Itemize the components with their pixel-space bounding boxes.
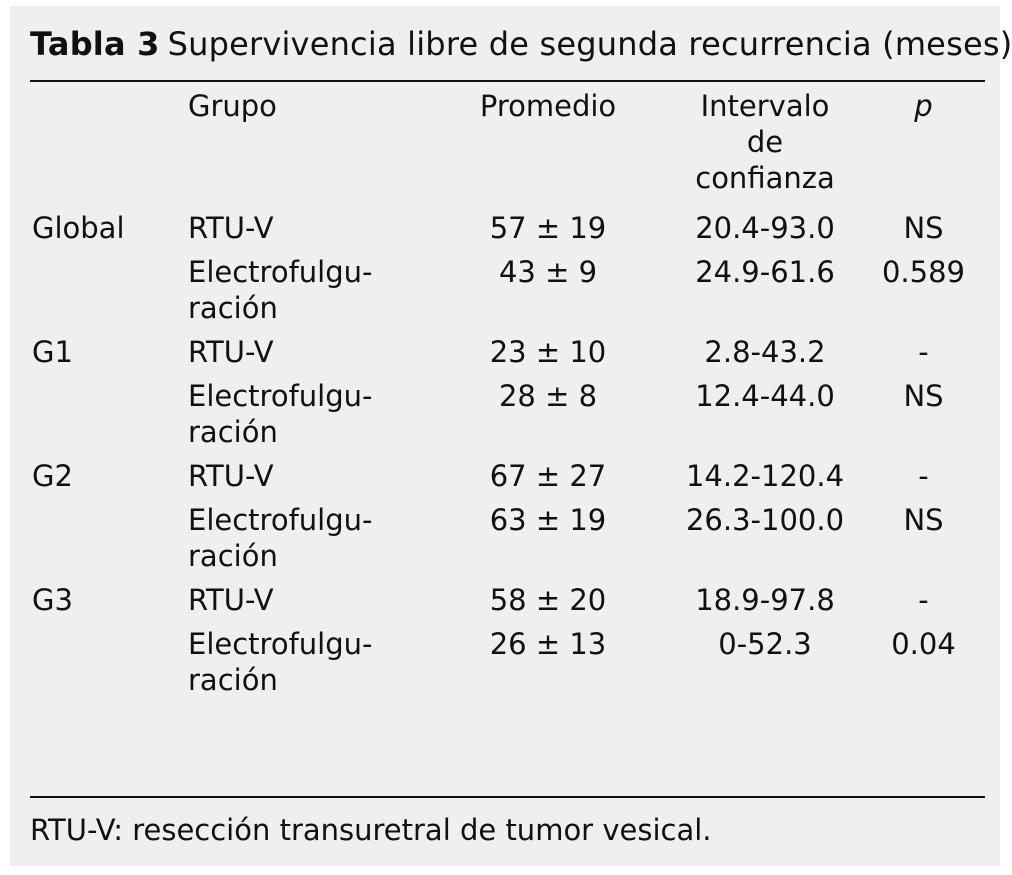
row-average: 67 ± 27 <box>489 459 607 493</box>
header-empty <box>30 86 188 210</box>
row-interval: 26.3-100.0 <box>685 503 845 537</box>
row-group-line1: Electrofulgu- <box>188 255 373 289</box>
row-global-label <box>30 254 188 334</box>
row-group: Electrofulgu-ración <box>188 626 428 706</box>
row-average: 43 ± 9 <box>498 255 598 289</box>
row-global-label: Global <box>32 211 125 245</box>
row-group: Electrofulgu-ración <box>188 378 428 458</box>
header-average: Promedio <box>479 89 617 123</box>
table-row: Electrofulgu-ración 28 ± 8 12.4-44.0 NS <box>30 378 985 458</box>
row-group: RTU-V <box>188 334 428 378</box>
row-interval: 24.9-61.6 <box>695 255 835 289</box>
row-global-label: G1 <box>32 335 73 369</box>
row-interval: 0-52.3 <box>718 627 812 661</box>
row-group-line1: RTU-V <box>188 335 274 369</box>
row-interval: 14.2-120.4 <box>685 459 845 493</box>
row-group-line2: ración <box>188 415 278 449</box>
row-interval: 12.4-44.0 <box>695 379 835 413</box>
row-average: 28 ± 8 <box>498 379 598 413</box>
row-group: RTU-V <box>188 582 428 626</box>
row-p-value: 0.04 <box>891 627 956 661</box>
row-group-line2: ración <box>188 539 278 573</box>
table-label: Tabla 3 <box>30 25 160 63</box>
table-row: G3 RTU-V 58 ± 20 18.9-97.8 - <box>30 582 985 626</box>
row-group: RTU-V <box>188 458 428 502</box>
row-average: 58 ± 20 <box>489 583 607 617</box>
row-group-line1: RTU-V <box>188 583 274 617</box>
row-global-label: G3 <box>32 583 73 617</box>
header-interval-line1: Intervalo <box>700 89 830 123</box>
row-average: 23 ± 10 <box>489 335 607 369</box>
header-p: p <box>914 89 933 123</box>
row-p-value: NS <box>903 503 944 537</box>
row-p-value: - <box>918 459 929 493</box>
header-interval: Intervalo de confianza <box>668 86 862 210</box>
row-average: 63 ± 19 <box>489 503 607 537</box>
row-group-line1: Electrofulgu- <box>188 503 373 537</box>
row-global-label <box>30 378 188 458</box>
row-global-label <box>30 626 188 706</box>
table-row: Electrofulgu-ración 63 ± 19 26.3-100.0 NS <box>30 502 985 582</box>
table-title: Supervivencia libre de segunda recurrenc… <box>167 25 1012 63</box>
row-group-line1: Electrofulgu- <box>188 379 373 413</box>
table-footnote: RTU-V: resección transuretral de tumor v… <box>30 813 712 847</box>
header-row: Grupo Promedio Intervalo de confianza p <box>30 86 985 210</box>
row-p-value: - <box>918 335 929 369</box>
row-group-line2: ración <box>188 663 278 697</box>
row-p-value: NS <box>903 211 944 245</box>
row-interval: 2.8-43.2 <box>704 335 826 369</box>
row-average: 57 ± 19 <box>489 211 607 245</box>
table-row: Electrofulgu-ración 26 ± 13 0-52.3 0.04 <box>30 626 985 706</box>
row-interval: 18.9-97.8 <box>695 583 835 617</box>
table-row: G1 RTU-V 23 ± 10 2.8-43.2 - <box>30 334 985 378</box>
row-p-value: 0.589 <box>881 255 966 289</box>
table-row: Global RTU-V 57 ± 19 20.4-93.0 NS <box>30 210 985 254</box>
row-group: Electrofulgu-ración <box>188 502 428 582</box>
row-group: RTU-V <box>188 210 428 254</box>
row-global-label <box>30 502 188 582</box>
bottom-rule <box>30 796 985 798</box>
table-row: G2 RTU-V 67 ± 27 14.2-120.4 - <box>30 458 985 502</box>
row-group-line1: RTU-V <box>188 459 274 493</box>
survival-table: Grupo Promedio Intervalo de confianza p … <box>30 86 985 706</box>
header-interval-line3: confianza <box>695 161 835 195</box>
header-interval-line2: de <box>746 125 784 159</box>
header-group: Grupo <box>188 89 277 123</box>
table-panel: Tabla 3 Supervivencia libre de segunda re… <box>10 6 1012 866</box>
row-interval: 20.4-93.0 <box>695 211 835 245</box>
table-body: Global RTU-V 57 ± 19 20.4-93.0 NS Electrofulg… <box>30 210 985 706</box>
table-row: Electrofulgu-ración 43 ± 9 24.9-61.6 0.589 <box>30 254 985 334</box>
top-rule <box>30 80 985 82</box>
row-group-line1: RTU-V <box>188 211 274 245</box>
row-group: Electrofulgu-ración <box>188 254 428 334</box>
row-p-value: NS <box>903 379 944 413</box>
row-group-line2: ración <box>188 291 278 325</box>
row-global-label: G2 <box>32 459 73 493</box>
row-p-value: - <box>918 583 929 617</box>
row-average: 26 ± 13 <box>489 627 607 661</box>
row-group-line1: Electrofulgu- <box>188 627 373 661</box>
table-caption: Tabla 3 Supervivencia libre de segunda re… <box>30 24 1012 64</box>
